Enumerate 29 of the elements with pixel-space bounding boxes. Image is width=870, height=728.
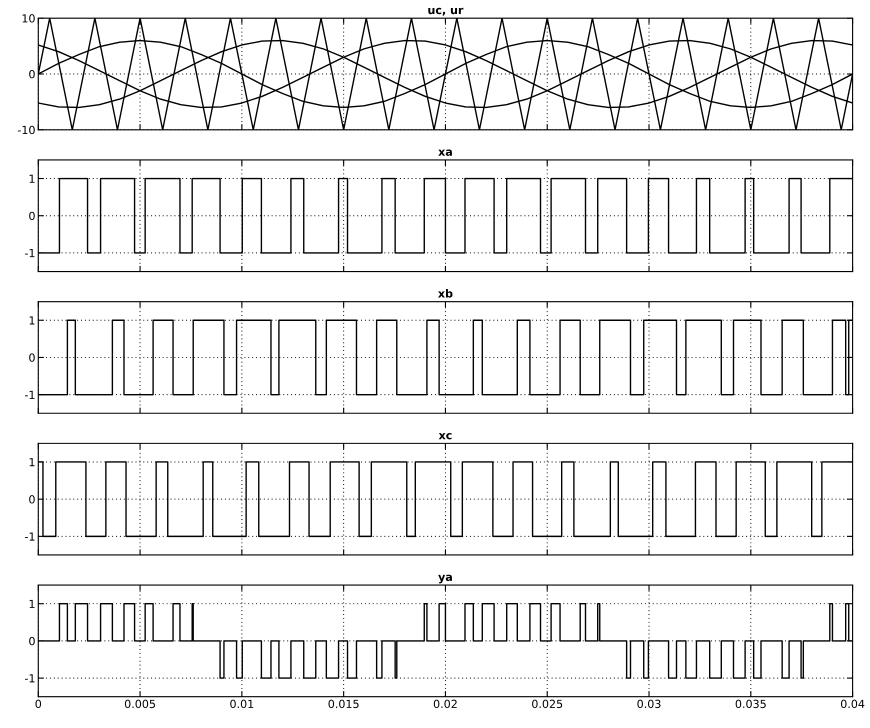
- x-tick-label: 0.03: [637, 700, 660, 708]
- y-tick-label: -1: [24, 532, 34, 541]
- y-tick-label: 0: [29, 353, 35, 362]
- x-tick-label: 0.02: [434, 700, 457, 708]
- y-tick-label: 1: [30, 316, 34, 324]
- y-tick-label: 0: [29, 636, 35, 646]
- y-tick-label: 1: [30, 600, 34, 608]
- y-tick-label: 0: [29, 212, 35, 220]
- chart-title: xa: [438, 150, 452, 156]
- x-tick-label: 0.005: [124, 700, 156, 708]
- x-tick-label: 0: [35, 700, 42, 708]
- chart-title: xc: [438, 432, 452, 440]
- y-tick-label: 0: [29, 495, 35, 504]
- chart-title: uc, ur: [428, 8, 464, 16]
- x-tick-label: 0.035: [736, 700, 766, 708]
- y-tick-label: 10: [22, 14, 35, 23]
- y-tick-label: 0: [29, 70, 35, 78]
- y-tick-label: -1: [24, 674, 34, 682]
- x-tick-label: 0.01: [230, 700, 254, 708]
- chart-title: xb: [438, 289, 452, 298]
- chart-title: ya: [438, 574, 452, 584]
- y-tick-label: -1: [24, 249, 34, 258]
- y-tick-label: 1: [30, 174, 34, 183]
- x-tick-label: 0.025: [532, 700, 562, 708]
- y-tick-label: -10: [18, 126, 35, 134]
- y-tick-label: -1: [24, 390, 34, 399]
- x-tick-label: 0.015: [328, 700, 359, 708]
- y-tick-label: 1: [30, 458, 34, 466]
- x-tick-label: 0.04: [840, 700, 864, 708]
